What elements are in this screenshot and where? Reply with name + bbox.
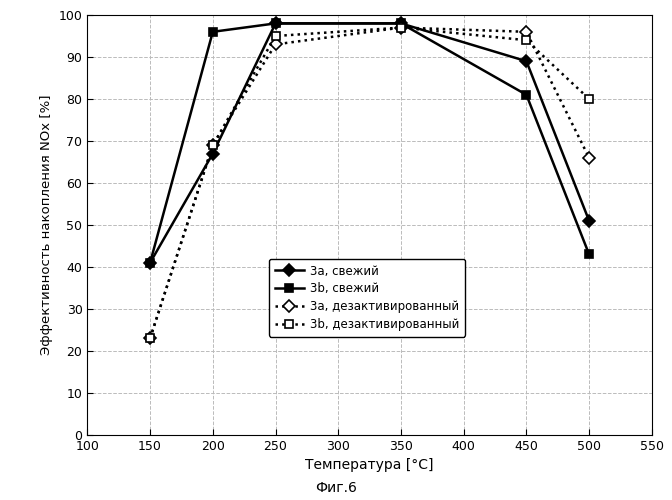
3a, дезактивированный — [146, 336, 154, 342]
Legend: 3a, свежий, 3b, свежий, 3a, дезактивированный, 3b, дезактивированный: 3a, свежий, 3b, свежий, 3a, дезактивиров… — [269, 258, 465, 336]
3b, дезактивированный — [585, 96, 593, 102]
3b, свежий — [209, 29, 217, 35]
3b, дезактивированный — [209, 142, 217, 148]
3b, свежий — [585, 252, 593, 258]
3a, свежий — [271, 20, 280, 26]
3a, дезактивированный — [209, 142, 217, 148]
3b, свежий — [397, 20, 405, 26]
3a, дезактивированный — [522, 29, 530, 35]
3b, дезактивированный — [271, 33, 280, 39]
Y-axis label: Эффективность накопления NOx [%]: Эффективность накопления NOx [%] — [40, 95, 53, 355]
3b, свежий — [271, 20, 280, 26]
Line: 3a, свежий: 3a, свежий — [146, 19, 593, 267]
X-axis label: Температура [°C]: Температура [°C] — [305, 458, 434, 472]
Line: 3a, дезактивированный: 3a, дезактивированный — [146, 24, 593, 342]
3a, дезактивированный — [585, 155, 593, 161]
3a, дезактивированный — [271, 42, 280, 48]
Line: 3b, свежий: 3b, свежий — [146, 19, 593, 267]
Text: Фиг.6: Фиг.6 — [315, 481, 357, 495]
3a, свежий — [397, 20, 405, 26]
3a, свежий — [146, 260, 154, 266]
3a, свежий — [585, 218, 593, 224]
3b, дезактивированный — [397, 24, 405, 30]
3b, дезактивированный — [522, 37, 530, 43]
3b, свежий — [146, 260, 154, 266]
3b, дезактивированный — [146, 336, 154, 342]
3b, свежий — [522, 92, 530, 98]
Line: 3b, дезактивированный: 3b, дезактивированный — [146, 24, 593, 342]
3a, свежий — [209, 150, 217, 156]
3a, свежий — [522, 58, 530, 64]
3a, дезактивированный — [397, 24, 405, 30]
